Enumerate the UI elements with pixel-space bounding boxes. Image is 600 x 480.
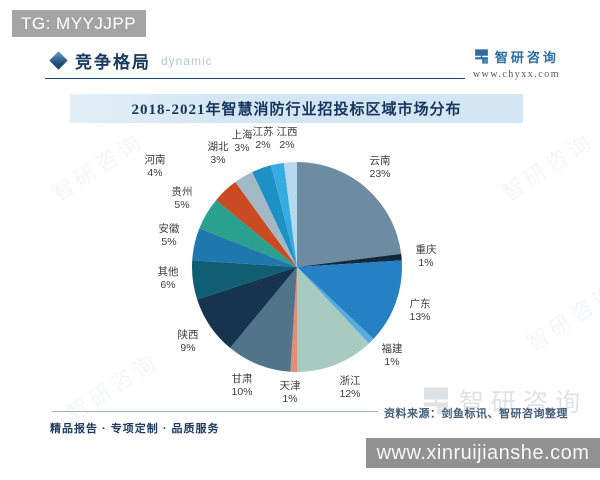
tg-badge: TG: MYYJJPP bbox=[12, 10, 146, 37]
pie-label-13: 湖北 3% bbox=[207, 141, 229, 166]
pie-slice-16 bbox=[283, 162, 297, 267]
footer-watermark-text: 智研咨询 bbox=[459, 390, 588, 417]
pie-label-10: 安徽 5% bbox=[158, 223, 180, 248]
pie-label-12: 河南 4% bbox=[144, 154, 166, 179]
pie-label-15: 江苏 2% bbox=[252, 126, 274, 151]
pie-label-4: 福建 1% bbox=[381, 343, 403, 368]
bottom-url-bar: www.xinruijianshe.com bbox=[366, 438, 600, 468]
pie-label-3: 广东 13% bbox=[409, 298, 431, 323]
pie-slice-5 bbox=[297, 267, 369, 372]
pie-slice-4 bbox=[297, 267, 374, 344]
source-divider bbox=[52, 411, 378, 412]
brand-site: www.chyxx.com bbox=[472, 69, 560, 80]
section-title: 竞争格局 bbox=[75, 53, 151, 72]
pie-slice-1 bbox=[297, 162, 402, 267]
pie-slice-2 bbox=[297, 253, 402, 267]
pie-label-11: 贵州 5% bbox=[171, 186, 193, 211]
bottom-url-text: www.xinruijianshe.com bbox=[376, 441, 590, 464]
pie-label-9: 其他 6% bbox=[157, 266, 179, 291]
pie-slice-14 bbox=[252, 165, 297, 267]
zhiyan-logo-icon bbox=[474, 49, 488, 64]
brand-logo: 智研咨询 www.chyxx.com bbox=[473, 47, 560, 80]
brand-name: 智研咨询 bbox=[494, 50, 559, 65]
pie-label-16: 江西 2% bbox=[276, 126, 298, 151]
pie-label-1: 云南 23% bbox=[369, 155, 391, 180]
pie-label-2: 重庆 1% bbox=[415, 244, 437, 269]
pie-slice-9 bbox=[192, 260, 297, 300]
footer-watermark-logo: 智研咨询 bbox=[420, 383, 587, 419]
pie-slice-6 bbox=[290, 267, 297, 372]
chart-title-banner: 2018-2021年智慧消防行业招投标区域市场分布 bbox=[70, 94, 523, 123]
pie-label-8: 陕西 9% bbox=[177, 329, 199, 354]
zhiyan-logo-watermark-icon bbox=[424, 387, 448, 415]
header-divider bbox=[45, 78, 465, 79]
pie-slice-7 bbox=[230, 267, 297, 372]
chart-title: 2018-2021年智慧消防行业招投标区域市场分布 bbox=[131, 102, 462, 118]
section-header: 竞争格局 dynamic bbox=[49, 48, 213, 73]
pie-slice-12 bbox=[216, 182, 297, 267]
source-text: 资料来源：剑鱼标讯、智研咨询整理 bbox=[384, 408, 568, 420]
pie-label-14: 上海 3% bbox=[231, 129, 253, 154]
pie-slice-10 bbox=[192, 228, 297, 267]
pie-slice-15 bbox=[270, 162, 297, 267]
pie-slice-3 bbox=[297, 260, 402, 339]
pie-slice-8 bbox=[197, 267, 297, 348]
pie-slice-11 bbox=[199, 200, 297, 267]
header-watermark-text: dynamic bbox=[161, 53, 213, 68]
pie-label-5: 浙江 12% bbox=[339, 375, 361, 400]
pie-label-6: 天津 1% bbox=[279, 380, 301, 405]
pie-slice-13 bbox=[235, 171, 297, 267]
pie-label-7: 甘肃 10% bbox=[231, 373, 253, 398]
footer-slogan: 精品报告 · 专项定制 · 品质服务 bbox=[50, 423, 220, 435]
